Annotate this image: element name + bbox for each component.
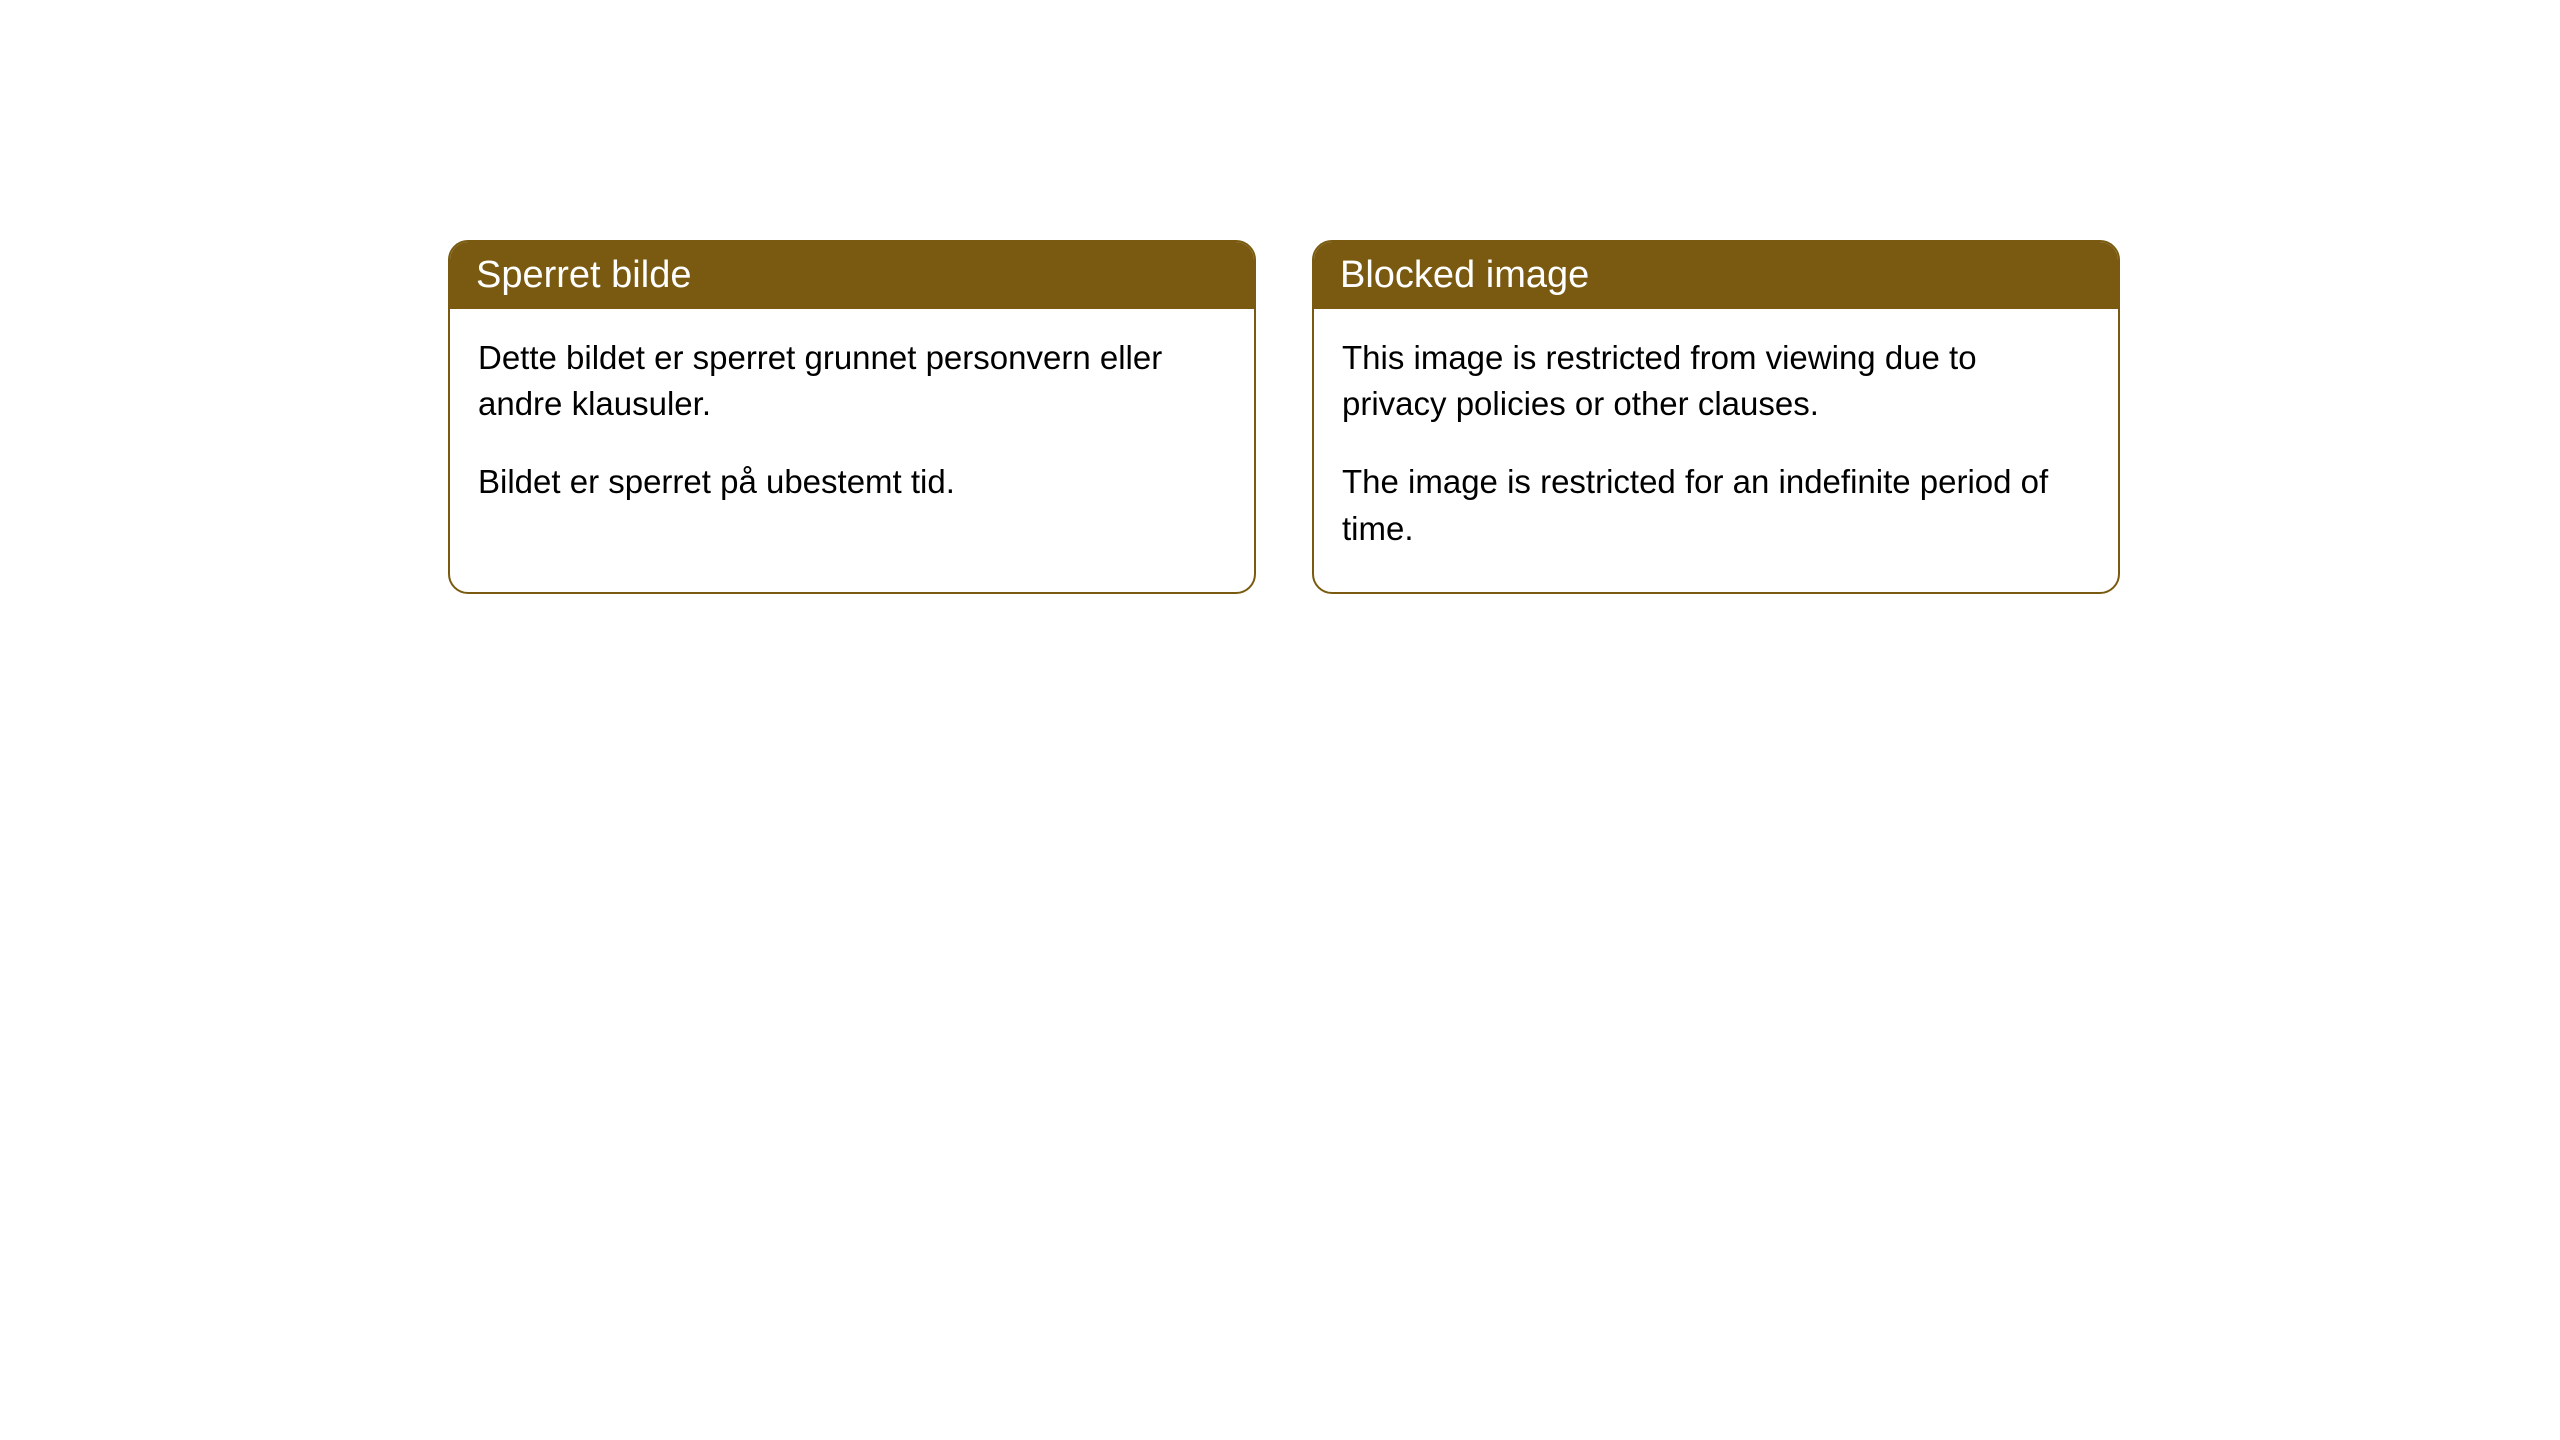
card-title: Sperret bilde — [476, 254, 691, 296]
card-body: Dette bildet er sperret grunnet personve… — [450, 309, 1254, 546]
card-header: Blocked image — [1314, 242, 2118, 309]
card-paragraph: The image is restricted for an indefinit… — [1342, 459, 2090, 551]
card-title: Blocked image — [1340, 254, 1589, 296]
blocked-image-card-english: Blocked image This image is restricted f… — [1312, 240, 2120, 594]
card-header: Sperret bilde — [450, 242, 1254, 309]
card-paragraph: Bildet er sperret på ubestemt tid. — [478, 459, 1226, 505]
notice-cards-container: Sperret bilde Dette bildet er sperret gr… — [0, 0, 2560, 594]
card-paragraph: Dette bildet er sperret grunnet personve… — [478, 335, 1226, 427]
card-body: This image is restricted from viewing du… — [1314, 309, 2118, 592]
blocked-image-card-norwegian: Sperret bilde Dette bildet er sperret gr… — [448, 240, 1256, 594]
card-paragraph: This image is restricted from viewing du… — [1342, 335, 2090, 427]
